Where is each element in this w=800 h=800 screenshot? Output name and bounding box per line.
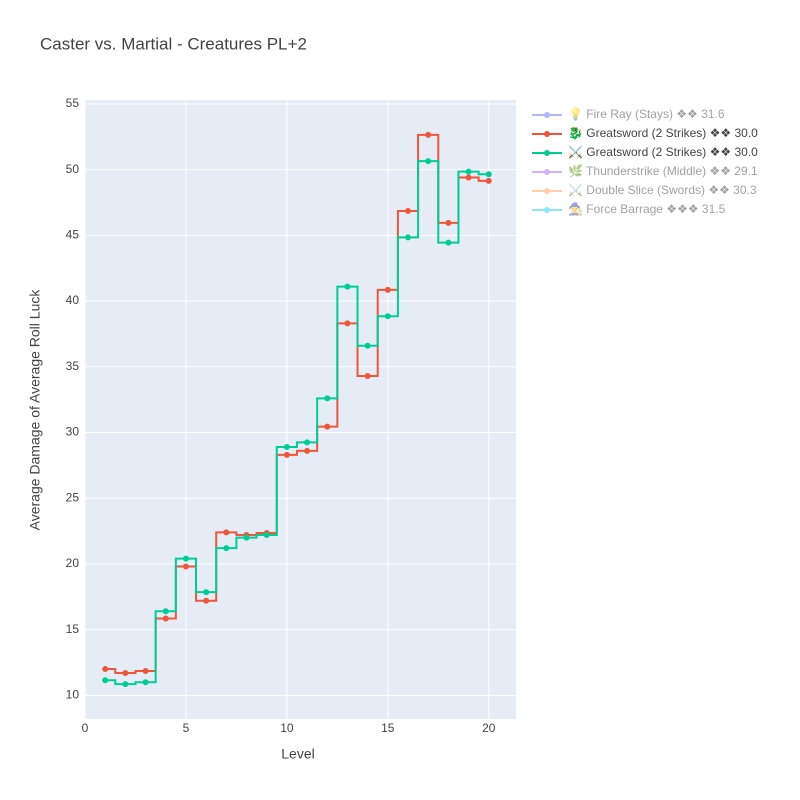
data-point <box>404 208 411 215</box>
legend-marker <box>544 207 550 213</box>
data-point <box>404 234 411 241</box>
data-point <box>122 670 129 677</box>
data-point <box>384 286 391 293</box>
x-tick-label: 5 <box>183 721 190 735</box>
series-line <box>105 133 489 675</box>
plot-area <box>85 100 516 719</box>
legend-label: 🌿 Thunderstrike (Middle) ❖❖ 29.1 <box>568 164 758 178</box>
legend-item[interactable]: 🌿 Thunderstrike (Middle) ❖❖ 29.1 <box>532 164 758 178</box>
legend-marker <box>544 112 550 118</box>
data-point <box>243 534 250 541</box>
y-tick-label: 35 <box>66 359 80 373</box>
y-tick-label: 50 <box>66 162 80 176</box>
legend-label: ⚔️ Greatsword (2 Strikes) ❖❖ 30.0 <box>568 145 758 159</box>
data-point <box>142 679 149 686</box>
x-axis-title: Level <box>281 746 314 762</box>
data-point <box>283 443 290 450</box>
data-point <box>182 563 189 570</box>
y-tick-label: 10 <box>66 688 80 702</box>
chart-title: Caster vs. Martial - Creatures PL+2 <box>40 34 307 53</box>
data-point <box>364 342 371 349</box>
data-point <box>142 668 149 675</box>
data-point <box>344 283 351 290</box>
data-point <box>102 666 109 673</box>
legend-item[interactable]: ⚔️ Double Slice (Swords) ❖❖ 30.3 <box>532 183 757 197</box>
x-tick-label: 20 <box>482 721 496 735</box>
legend-item[interactable]: ⚔️ Greatsword (2 Strikes) ❖❖ 30.0 <box>532 145 758 159</box>
data-point <box>485 171 492 178</box>
legend-label: ⚔️ Double Slice (Swords) ❖❖ 30.3 <box>568 183 757 197</box>
legend-item[interactable]: 🐉 Greatsword (2 Strikes) ❖❖ 30.0 <box>532 126 758 140</box>
data-point <box>324 423 331 430</box>
data-point <box>324 395 331 402</box>
y-tick-label: 45 <box>66 228 80 242</box>
legend-marker <box>544 169 550 175</box>
y-tick-label: 55 <box>66 96 80 110</box>
data-point <box>364 372 371 379</box>
data-point <box>344 320 351 327</box>
data-point <box>162 615 169 622</box>
data-point <box>465 174 472 181</box>
data-point <box>304 447 311 454</box>
data-point <box>223 529 230 536</box>
data-point <box>182 555 189 562</box>
series-line <box>105 160 489 686</box>
data-point <box>384 313 391 320</box>
x-tick-label: 15 <box>381 721 395 735</box>
data-point <box>425 131 432 138</box>
y-axis-title: Average Damage of Average Roll Luck <box>27 289 43 531</box>
data-point <box>162 608 169 615</box>
data-point <box>122 681 129 688</box>
data-point <box>445 219 452 226</box>
legend-label: 💡 Fire Ray (Stays) ❖❖ 31.6 <box>568 107 725 121</box>
data-point <box>223 545 230 552</box>
y-tick-label: 20 <box>66 556 80 570</box>
y-tick-label: 15 <box>66 622 80 636</box>
data-point <box>203 589 210 596</box>
legend-marker <box>544 188 550 194</box>
data-point <box>445 239 452 246</box>
legend-item[interactable]: 🧙 Force Barrage ❖❖❖ 31.5 <box>532 202 726 216</box>
data-point <box>283 451 290 458</box>
data-point <box>263 532 270 539</box>
data-point <box>102 677 109 684</box>
legend-label: 🐉 Greatsword (2 Strikes) ❖❖ 30.0 <box>568 126 758 140</box>
y-tick-label: 40 <box>66 293 80 307</box>
y-tick-label: 25 <box>66 490 80 504</box>
legend-label: 🧙 Force Barrage ❖❖❖ 31.5 <box>568 202 726 216</box>
data-point <box>465 168 472 175</box>
x-tick-label: 0 <box>82 721 89 735</box>
legend-marker <box>544 131 550 137</box>
y-tick-label: 30 <box>66 425 80 439</box>
data-point <box>485 177 492 184</box>
data-point <box>425 158 432 165</box>
legend-item[interactable]: 💡 Fire Ray (Stays) ❖❖ 31.6 <box>532 107 725 121</box>
legend-marker <box>544 150 550 156</box>
data-point <box>304 439 311 446</box>
data-point <box>203 597 210 604</box>
x-tick-label: 10 <box>280 721 294 735</box>
